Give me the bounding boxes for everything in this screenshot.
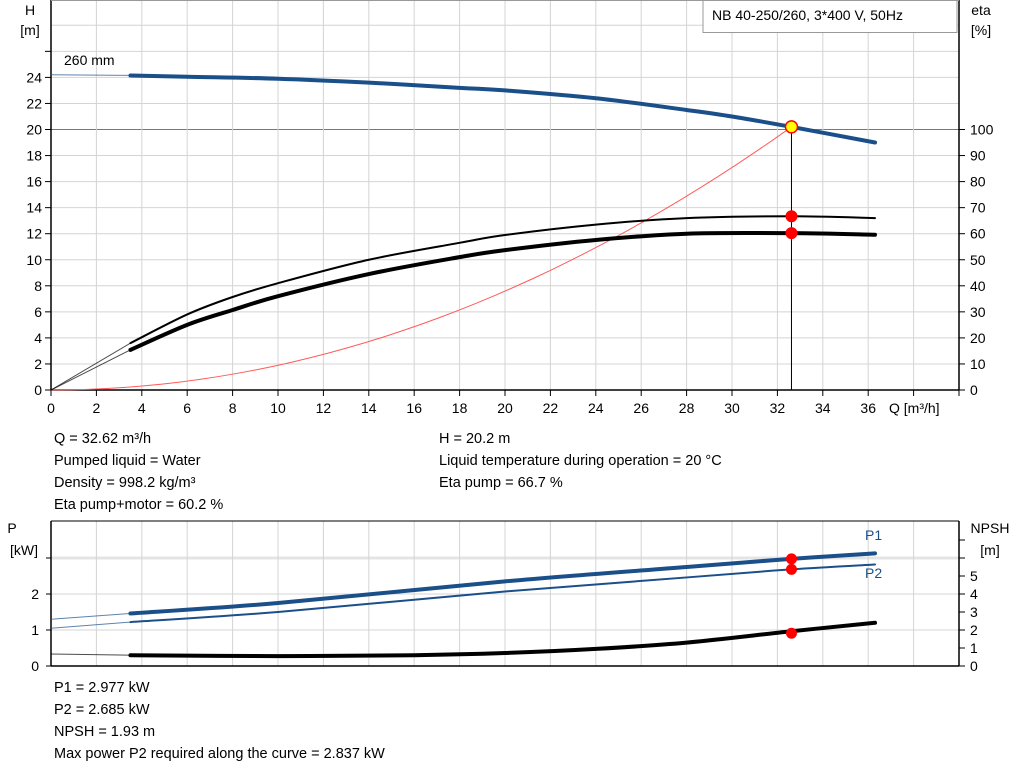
y-tick-label: 0 [34,382,42,398]
y-tick-label: 2 [31,586,39,602]
x-tick-label: 16 [406,400,422,416]
info-eta-pump: Eta pump = 66.7 % [439,475,563,491]
info-h: H = 20.2 m [439,431,511,447]
y-right-tick-label: 3 [970,604,978,620]
npsh-extension [50,653,131,656]
y-tick-label: 2 [34,356,42,372]
info-density: Density = 998.2 kg/m³ [54,475,196,491]
chart-title: NB 40-250/260, 3*400 V, 50Hz [712,7,903,23]
y-tick-label: 0 [31,658,39,674]
title-box [702,0,958,33]
x-tick-label: 8 [229,400,237,416]
p2-marker [785,563,797,575]
y-right-tick-label: 100 [970,122,994,138]
p1-curve [128,551,878,616]
y-tick-label: 1 [31,622,39,638]
y-right-tick-label: 90 [970,148,986,164]
y-tick-label: 16 [26,174,42,190]
eta-pump-motor-extension [50,349,131,391]
x-tick-label: 26 [633,400,649,416]
x-tick-label: 22 [543,400,559,416]
y-right-tick-label: 30 [970,304,986,320]
impeller-diameter-label: 260 mm [64,52,115,68]
x-tick-label: 34 [815,400,831,416]
p2-label: P2 [865,565,882,581]
eta-pump-motor-marker [785,227,798,240]
y-tick-label: 22 [26,95,42,111]
y-right-tick-label: 2 [970,622,978,638]
x-tick-label: 2 [93,400,101,416]
y-tick-label: 12 [26,226,42,242]
p1-label: P1 [865,527,882,543]
x-tick-label: 14 [361,400,377,416]
y-axis-label-right: eta [971,2,991,18]
x-tick-label: 10 [270,400,286,416]
y-tick-label: 18 [26,148,42,164]
y-axis-label-right-unit: [%] [971,22,991,38]
eta-pump-curve [129,215,877,345]
p2-curve [129,563,877,624]
y-axis-label-right: NPSH [971,520,1010,536]
y-tick-label: 4 [34,330,42,346]
y-right-tick-label: 60 [970,226,986,242]
y-tick-label: 20 [26,122,42,138]
info-max-power: Max power P2 required along the curve = … [54,746,385,762]
y-right-tick-label: 1 [970,640,978,656]
y-right-tick-label: 10 [970,356,986,372]
head-extension [50,74,131,76]
info-liquid: Pumped liquid = Water [54,453,201,469]
duty-point-marker [784,120,799,134]
x-tick-label: 30 [724,400,740,416]
y-axis-label-left-unit: [m] [20,22,39,38]
info-p1: P1 = 2.977 kW [54,680,150,696]
x-tick-label: 24 [588,400,604,416]
p2-extension [50,621,131,629]
y-tick-label: 14 [26,200,42,216]
x-tick-label: 12 [316,400,332,416]
y-right-tick-label: 4 [970,586,978,602]
y-right-tick-label: 40 [970,278,986,294]
p1-marker [785,553,797,565]
y-right-tick-label: 50 [970,252,986,268]
y-right-tick-label: 20 [970,330,986,346]
y-tick-label: 6 [34,304,42,320]
x-tick-label: 6 [183,400,191,416]
x-tick-label: 18 [452,400,468,416]
y-tick-label: 8 [34,278,42,294]
info-p2: P2 = 2.685 kW [54,702,150,718]
info-temperature: Liquid temperature during operation = 20… [439,453,722,469]
head-curve [128,73,878,145]
y-right-tick-label: 0 [970,658,978,674]
x-tick-label: 32 [770,400,786,416]
system-curve [50,126,792,391]
y-right-tick-label: 0 [970,382,978,398]
npsh-curve [128,620,878,659]
y-tick-label: 10 [26,252,42,268]
npsh-marker [785,627,797,639]
y-tick-label: 24 [26,69,42,85]
y-right-tick-label: 70 [970,200,986,216]
x-tick-label: 0 [47,400,55,416]
x-axis-label: Q [m³/h] [889,400,940,416]
info-q: Q = 32.62 m³/h [54,431,152,447]
y-axis-label-left: H [25,2,35,18]
eta-pump-extension [50,342,131,391]
eta-pump-marker [785,210,798,223]
x-tick-label: 4 [138,400,146,416]
x-tick-label: 36 [860,400,876,416]
info-npsh: NPSH = 1.93 m [54,724,156,740]
p1-extension [50,612,131,620]
x-tick-label: 28 [679,400,695,416]
y-axis-label-left: P [7,520,16,536]
eta-pump-motor-curve [128,230,878,352]
y-right-tick-label: 80 [970,174,986,190]
y-axis-label-right-unit: [m] [980,542,999,558]
y-right-tick-label: 5 [970,568,978,584]
x-tick-label: 20 [497,400,513,416]
info-eta-pump-motor: Eta pump+motor = 60.2 % [54,497,224,513]
y-axis-label-left-unit: [kW] [10,542,38,558]
